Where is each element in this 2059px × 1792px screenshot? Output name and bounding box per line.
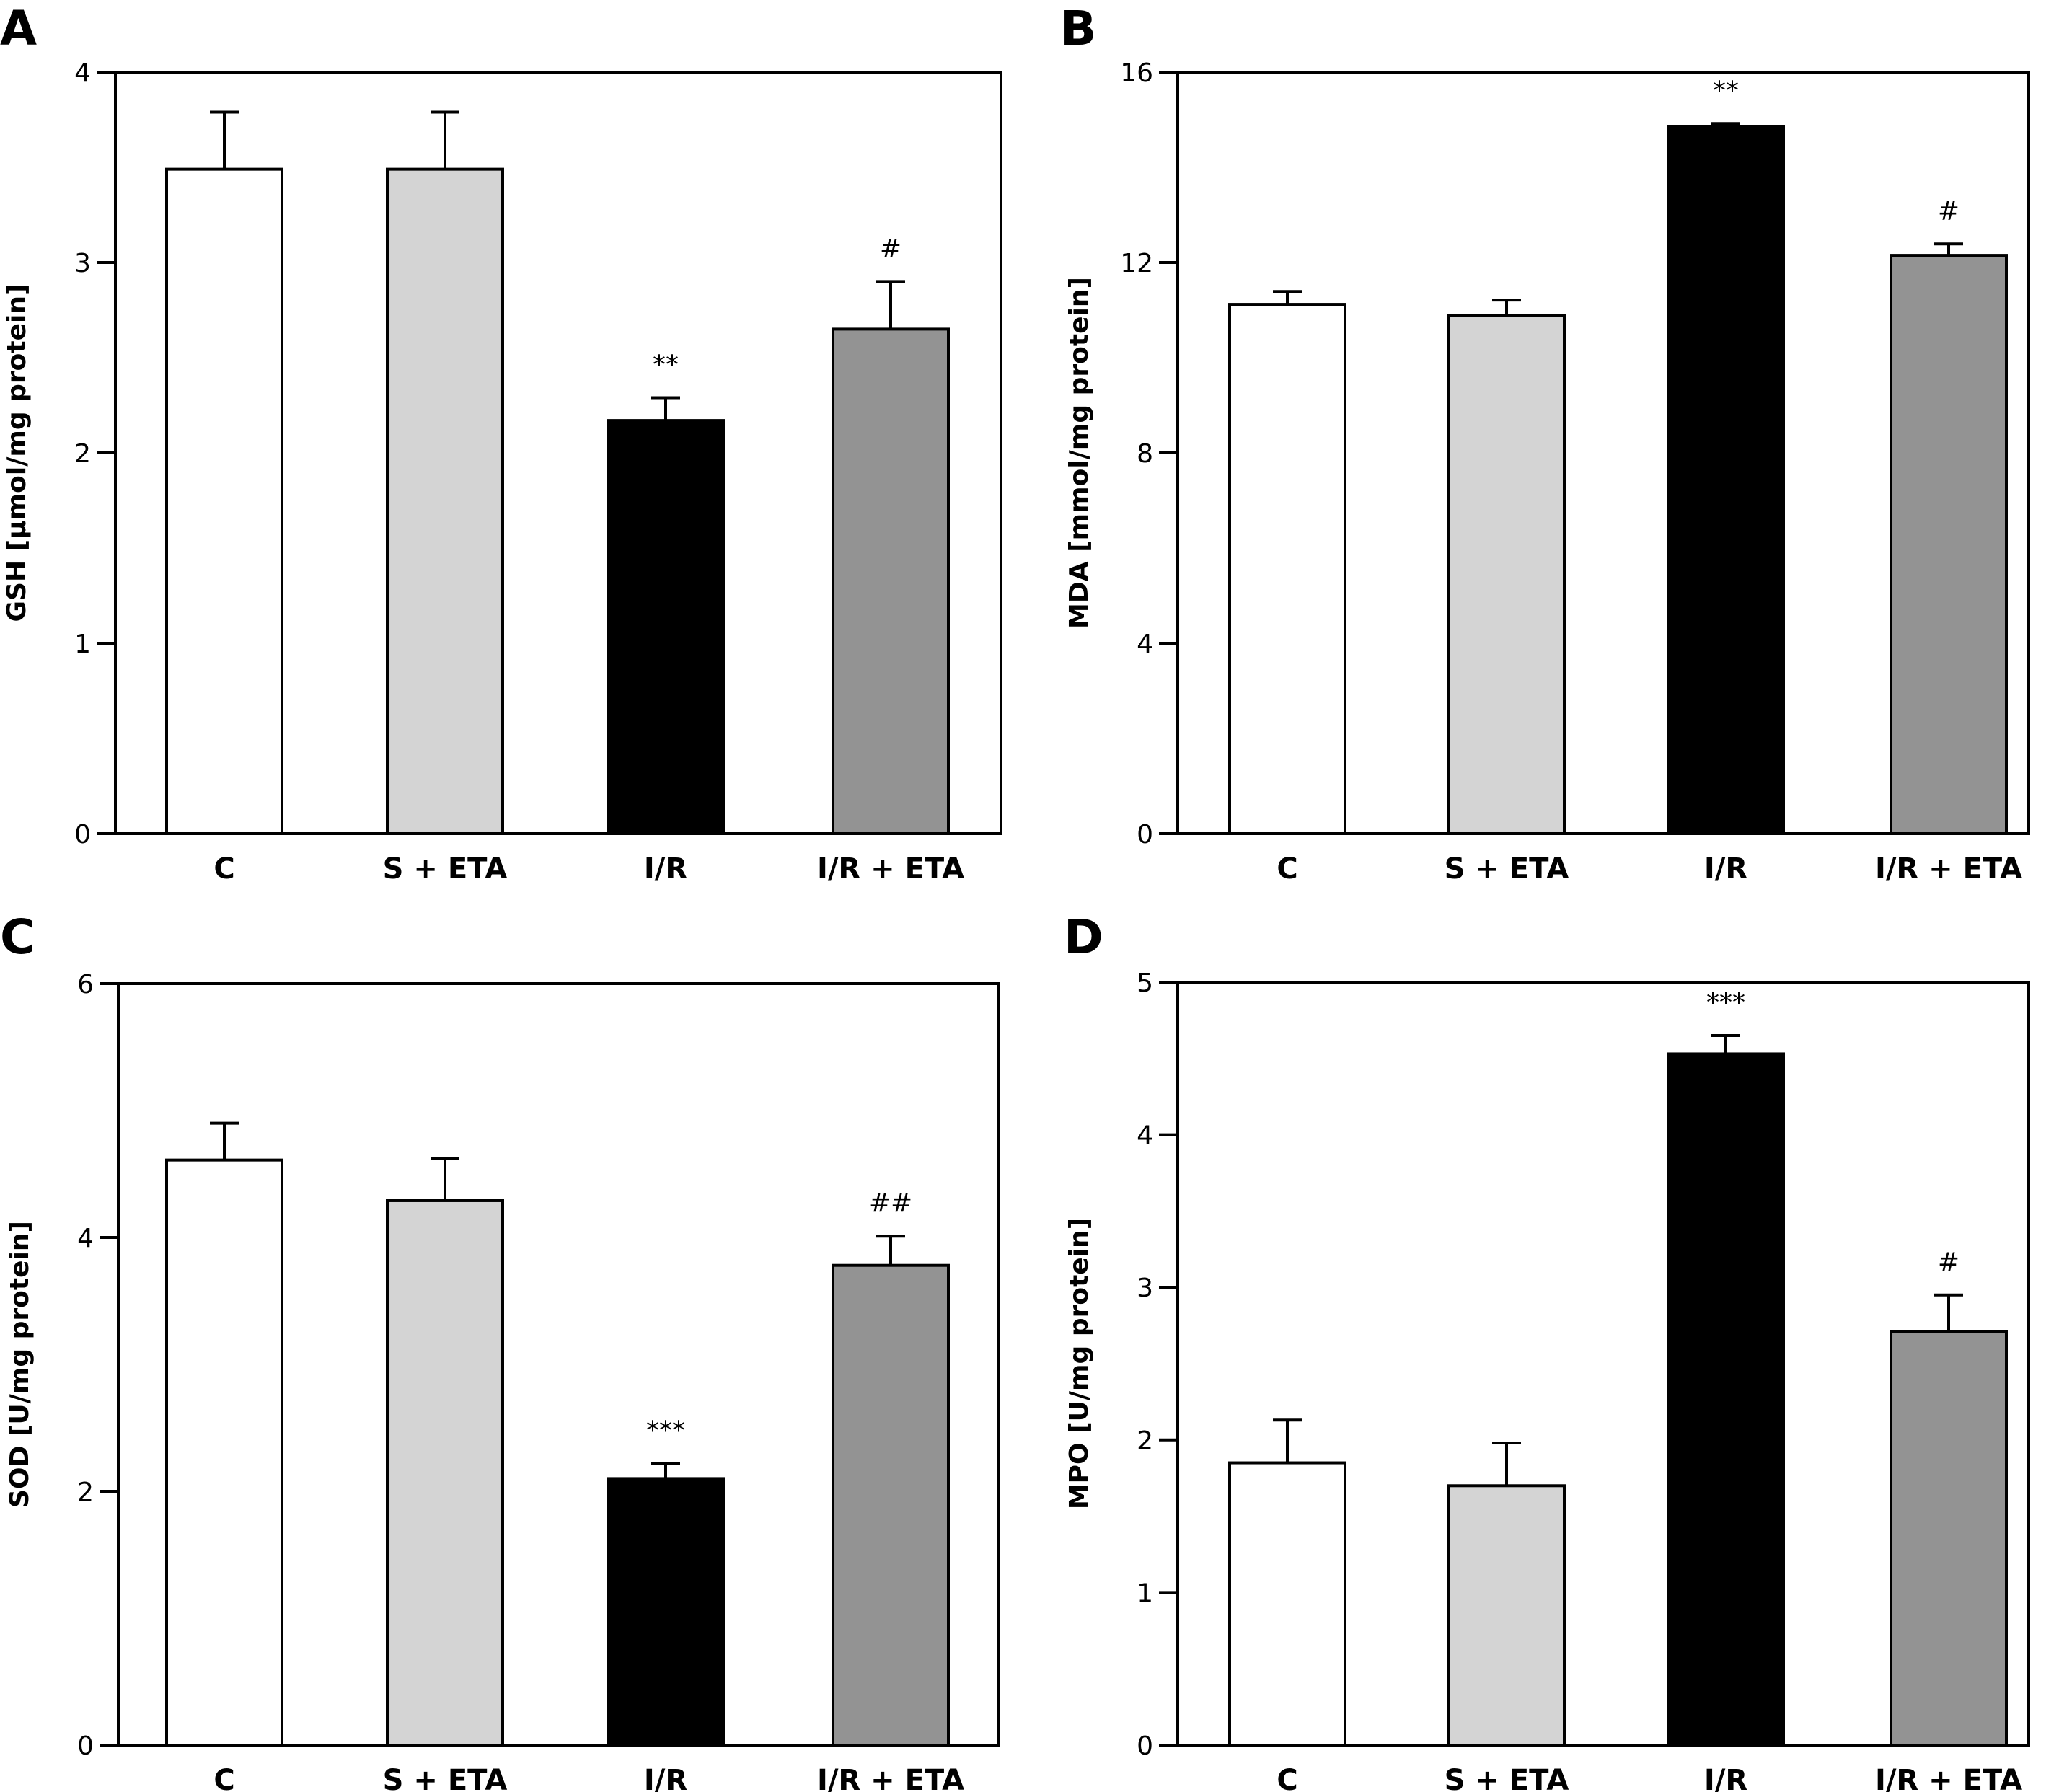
y-tick-label: 6: [77, 970, 94, 999]
y-tick-label: 2: [74, 439, 91, 469]
y-tick-label: 2: [77, 1478, 94, 1507]
significance-label: **: [1713, 76, 1739, 105]
y-tick-label: 16: [1120, 58, 1153, 88]
y-tick-label: 0: [1137, 1731, 1153, 1761]
x-tick-label: S + ETA: [1445, 852, 1569, 886]
bar-s-eta: [386, 167, 504, 835]
y-axis-label: MPO [U/mg protein]: [1064, 1218, 1094, 1509]
x-tick-label: I/R: [644, 1764, 687, 1792]
significance-label: ##: [869, 1188, 912, 1218]
y-tick-label: 1: [74, 630, 91, 659]
y-tick-label: 8: [1137, 439, 1153, 469]
x-tick-label: C: [213, 852, 234, 886]
panel-letter: A: [0, 1, 37, 56]
x-tick-label: I/R: [1704, 1764, 1747, 1792]
y-tick-label: 4: [74, 58, 91, 88]
bar-s-eta: [1447, 314, 1566, 835]
significance-label: ***: [646, 1416, 685, 1445]
bar-i-r: [1667, 125, 1785, 836]
bar-s-eta: [1447, 1484, 1566, 1747]
panel-b: B C S + ETA ** I/R # I/R + ETA 0 4 8 12 16 MDA [mmol…: [1060, 1, 2030, 886]
significance-label: **: [653, 350, 679, 379]
y-tick-label: 12: [1120, 249, 1153, 278]
y-axis-label: SOD [U/mg protein]: [5, 1221, 35, 1508]
panel-letter: C: [0, 909, 35, 965]
y-tick-label: 4: [1137, 1121, 1153, 1151]
bar-s-eta: [386, 1199, 504, 1747]
bar-c: [1228, 1461, 1346, 1747]
bar-c: [165, 167, 283, 835]
panel-c: C C S + ETA *** I/R ## I/R + ETA 0 2 4 6 SOD [U/mg …: [0, 909, 1000, 1792]
x-tick-label: I/R: [1704, 852, 1747, 886]
y-tick-label: 3: [74, 249, 91, 278]
y-axis-label: MDA [mmol/mg protein]: [1064, 277, 1094, 629]
plot-frame: [1176, 981, 2030, 1747]
y-tick-label: 1: [1137, 1579, 1153, 1608]
bar-i-r: [607, 419, 725, 835]
panel-letter: B: [1060, 1, 1096, 56]
y-tick-label: 3: [1137, 1274, 1153, 1303]
y-tick-label: 5: [1137, 968, 1153, 998]
bar-i-r-eta: [1890, 254, 2008, 836]
y-tick-label: 2: [1137, 1426, 1153, 1456]
significance-label: #: [1938, 1248, 1959, 1277]
y-tick-label: 0: [77, 1731, 94, 1761]
significance-label: #: [1938, 196, 1959, 226]
plot-frame: [117, 982, 1000, 1747]
x-tick-label: C: [1277, 1764, 1297, 1792]
x-tick-label: I/R + ETA: [1875, 1764, 2022, 1792]
bar-c: [165, 1158, 283, 1747]
x-tick-label: C: [213, 1764, 234, 1792]
panel-letter: D: [1064, 909, 1103, 965]
bar-i-r: [1667, 1052, 1785, 1747]
bar-c: [1228, 303, 1346, 835]
significance-label: #: [880, 234, 901, 263]
bar-i-r-eta: [1890, 1330, 2008, 1747]
bar-i-r: [607, 1477, 725, 1747]
x-tick-label: C: [1277, 852, 1297, 886]
y-tick-label: 4: [1137, 630, 1153, 659]
panel-d: D C S + ETA *** I/R # I/R + ETA 0 1 2 3 4 5 MPO [U/mg…: [1064, 909, 2030, 1792]
y-axis-label: GSH [µmol/mg protein]: [2, 284, 32, 622]
y-tick-label: 4: [77, 1224, 94, 1253]
significance-label: ***: [1706, 988, 1745, 1018]
panel-a: A C S + ETA ** I/R # I/R + ETA 0 1 2 3 4 GSH [µmol/m…: [0, 1, 1002, 886]
y-tick-label: 0: [1137, 820, 1153, 849]
x-tick-label: I/R + ETA: [1875, 852, 2022, 886]
x-tick-label: S + ETA: [383, 1764, 508, 1792]
bar-i-r-eta: [832, 1263, 950, 1747]
x-tick-label: I/R + ETA: [817, 1764, 964, 1792]
x-tick-label: S + ETA: [383, 852, 508, 886]
bar-i-r-eta: [832, 327, 950, 835]
y-tick-label: 0: [74, 820, 91, 849]
x-tick-label: I/R + ETA: [817, 852, 964, 886]
x-tick-label: S + ETA: [1445, 1764, 1569, 1792]
x-tick-label: I/R: [644, 852, 687, 886]
